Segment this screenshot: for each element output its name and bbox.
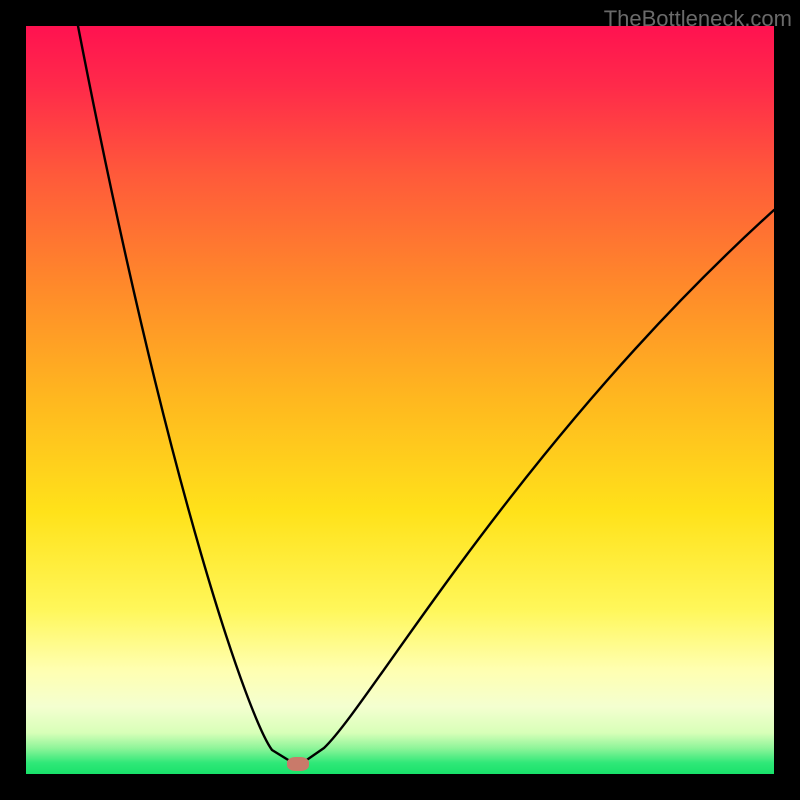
bottleneck-curve bbox=[26, 26, 774, 774]
plot-area bbox=[26, 26, 774, 774]
chart-frame: TheBottleneck.com bbox=[0, 0, 800, 800]
optimum-marker bbox=[287, 757, 309, 771]
watermark-text: TheBottleneck.com bbox=[604, 6, 792, 32]
bottleneck-curve-path bbox=[78, 26, 774, 766]
